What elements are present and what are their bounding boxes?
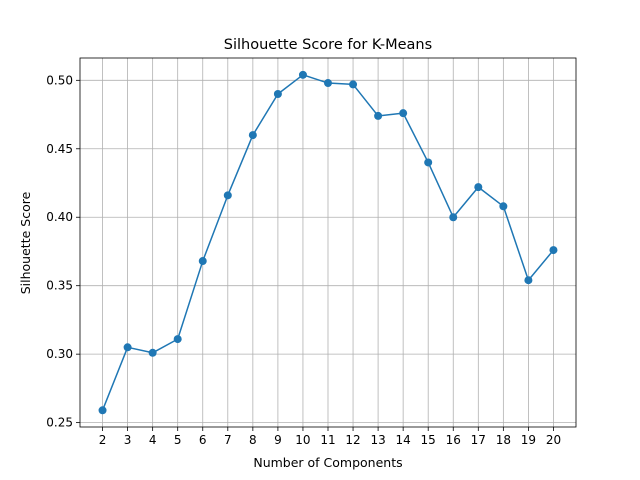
x-tick-label: 19 [521,433,536,447]
data-point [273,90,282,99]
data-point [374,111,383,120]
x-tick-label: 20 [546,433,561,447]
x-tick-label: 14 [396,433,411,447]
x-tick-label: 15 [421,433,436,447]
data-point [198,257,207,266]
x-tick-label: 13 [370,433,385,447]
data-point [499,202,508,211]
data-point [173,335,182,344]
data-point [524,276,533,285]
x-tick-label: 11 [320,433,335,447]
y-tick-label: 0.50 [46,73,73,87]
series-layer [98,70,558,415]
y-tick-label: 0.25 [46,416,73,430]
chart-title: Silhouette Score for K-Means [224,37,432,53]
x-tick-label: 18 [496,433,511,447]
data-point [424,158,433,167]
data-point [474,183,483,192]
data-point [123,343,132,352]
data-point [449,213,458,222]
x-axis-label: Number of Components [253,455,402,470]
x-tick-label: 5 [174,433,182,447]
x-tick-label: 4 [149,433,157,447]
x-tick-label: 8 [249,433,257,447]
x-tick-label: 17 [471,433,486,447]
x-tick-label: 9 [274,433,282,447]
data-point [248,131,257,140]
x-tick-label: 16 [446,433,461,447]
y-tick-label: 0.45 [46,142,73,156]
data-point [549,246,558,255]
data-point [98,406,107,415]
x-tick-label: 12 [345,433,360,447]
data-point [148,348,157,357]
x-tick-label: 6 [199,433,207,447]
y-tick-label: 0.40 [46,210,73,224]
x-tick-label: 3 [124,433,132,447]
y-tick-label: 0.30 [46,347,73,361]
data-point [223,191,232,200]
data-point [324,79,332,88]
data-point [399,109,408,118]
x-tick-label: 2 [99,433,107,447]
y-axis-label: Silhouette Score [18,191,33,294]
x-tick-label: 7 [224,433,232,447]
x-tick-label: 10 [295,433,310,447]
y-tick-label: 0.35 [46,279,73,293]
data-point [298,70,307,79]
data-point [349,80,358,89]
ticks: 2 3 4 5 6 7 8 9 10 11 12 13 14 15 16 17 18 19 20 0.25 0.30 0.… [46,73,561,447]
